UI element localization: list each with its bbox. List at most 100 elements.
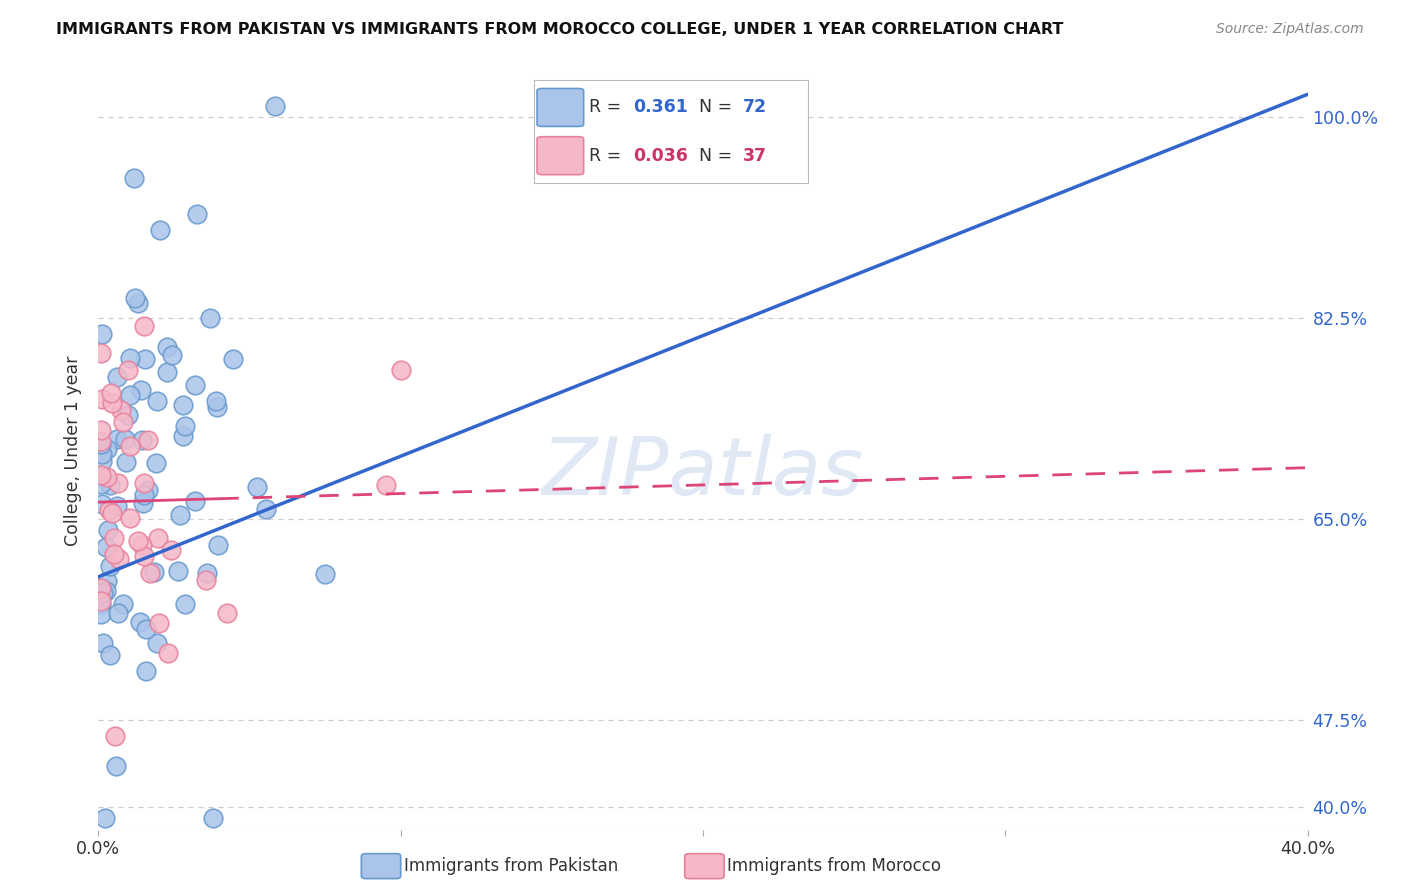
Point [118,388,141,402]
Point [156,646,179,660]
Point [114,432,136,446]
Point [132,318,155,333]
Point [134,351,156,366]
Point [120,511,142,525]
Point [314,566,336,581]
Point [98,478,121,492]
Text: R =: R = [589,98,627,117]
Text: IMMIGRANTS FROM PAKISTAN VS IMMIGRANTS FROM MOROCCO COLLEGE, UNDER 1 YEAR CORREL: IMMIGRANTS FROM PAKISTAN VS IMMIGRANTS F… [56,22,1063,37]
Point [131,433,153,447]
Point [204,394,226,409]
Point [207,538,229,552]
Text: 72: 72 [742,98,766,117]
Point [120,351,142,366]
Point [103,531,125,545]
Point [97,523,120,537]
Point [145,394,167,409]
Point [173,418,195,433]
Point [94,811,117,825]
Text: ZIPatlas: ZIPatlas [541,434,865,512]
Text: Immigrants from Morocco: Immigrants from Morocco [727,857,941,875]
Point [186,207,208,221]
Point [107,370,129,384]
Point [124,291,146,305]
Point [135,665,157,679]
Point [389,363,412,377]
Y-axis label: College, Under 1 year: College, Under 1 year [65,355,83,546]
Point [132,496,155,510]
Point [96,584,118,599]
Point [134,476,156,491]
Point [90,434,112,448]
Point [90,476,112,491]
Point [91,636,114,650]
Point [207,400,229,414]
Point [90,594,112,608]
Point [104,759,127,773]
Point [101,506,124,520]
Point [148,531,170,545]
Text: 0.036: 0.036 [633,146,688,165]
Point [263,99,285,113]
Point [104,729,127,743]
Point [145,456,167,470]
Point [117,408,139,422]
Point [90,392,112,406]
Point [174,597,197,611]
Point [115,454,138,468]
Point [90,345,112,359]
Point [132,549,155,563]
Point [156,365,179,379]
Point [91,454,114,468]
Point [169,508,191,523]
Point [136,433,159,447]
Point [90,423,112,437]
Point [90,437,112,451]
Point [200,311,222,326]
Point [107,606,129,620]
Point [105,499,128,513]
Point [94,540,117,554]
Point [195,573,218,587]
Point [111,598,134,612]
Point [752,111,775,125]
Point [96,470,118,484]
Text: R =: R = [589,146,627,165]
Point [127,534,149,549]
Point [172,398,194,412]
Point [139,566,162,580]
Text: 37: 37 [742,146,766,165]
Point [215,606,238,620]
Point [183,494,205,508]
Point [149,223,172,237]
Point [162,348,184,362]
Point [91,446,114,460]
Point [90,581,112,595]
Point [110,403,132,417]
Point [184,378,207,392]
Point [107,475,129,490]
Point [374,478,396,492]
Point [148,615,170,630]
Point [124,170,146,185]
Text: N =: N = [699,146,738,165]
FancyBboxPatch shape [537,136,583,175]
Text: Immigrants from Pakistan: Immigrants from Pakistan [404,857,617,875]
Point [172,428,194,442]
Point [156,341,179,355]
Point [254,502,277,516]
Text: Source: ZipAtlas.com: Source: ZipAtlas.com [1216,22,1364,37]
Point [128,615,150,630]
Point [100,396,122,410]
Point [108,551,131,566]
Point [132,488,155,502]
Point [90,607,112,622]
Point [100,385,122,400]
Point [131,538,153,552]
Point [146,636,169,650]
Point [118,439,141,453]
Point [195,566,218,581]
FancyBboxPatch shape [537,88,583,127]
Text: N =: N = [699,98,738,117]
Point [100,648,122,662]
